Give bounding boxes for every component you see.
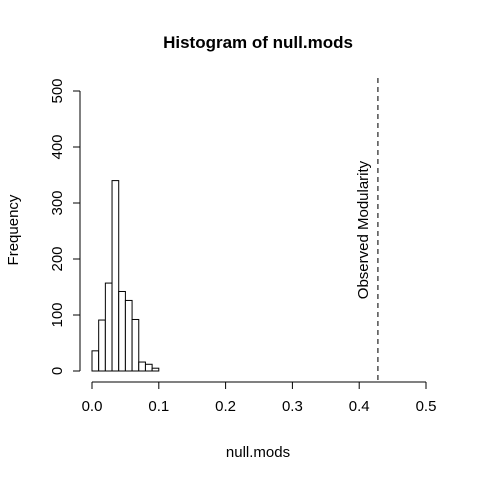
chart-title: Histogram of null.mods — [163, 33, 353, 52]
histogram-bar-3 — [111, 180, 120, 372]
x-axis: 0.0 0.1 0.2 0.3 0.4 0.5 — [82, 381, 437, 415]
observed-modularity-label: Observed Modularity — [355, 160, 372, 299]
histogram-bar-5 — [124, 299, 133, 372]
x-tick-label-0: 0.0 — [82, 398, 103, 415]
x-tick-label-2: 0.2 — [215, 398, 236, 415]
histogram-bar-6 — [131, 318, 140, 372]
histogram-bar-9 — [151, 367, 160, 372]
y-axis-label: Frequency — [5, 194, 22, 265]
histogram-bar-7 — [138, 361, 146, 372]
x-tick-label-5: 0.5 — [416, 398, 437, 415]
y-tick-label-5: 500 — [49, 78, 66, 103]
x-tick-label-4: 0.4 — [349, 398, 370, 415]
histogram-bar-1 — [98, 319, 106, 372]
x-tick-label-3: 0.3 — [282, 398, 303, 415]
y-tick-label-1: 100 — [49, 302, 66, 327]
y-tick-label-2: 200 — [49, 246, 66, 271]
y-tick-label-4: 400 — [49, 134, 66, 159]
histogram-bars — [91, 180, 160, 372]
y-tick-label-3: 300 — [49, 190, 66, 215]
histogram-bar-2 — [104, 282, 113, 372]
x-axis-label: null.mods — [226, 444, 290, 461]
y-axis: 0 100 200 300 400 500 — [49, 78, 81, 375]
histogram-bar-8 — [144, 363, 153, 372]
reference-line-group: Observed Modularity — [355, 78, 379, 382]
histogram-bar-4 — [118, 290, 126, 372]
x-tick-label-1: 0.1 — [148, 398, 169, 415]
y-tick-label-0: 0 — [49, 367, 66, 375]
histogram-bar-0 — [91, 350, 100, 372]
